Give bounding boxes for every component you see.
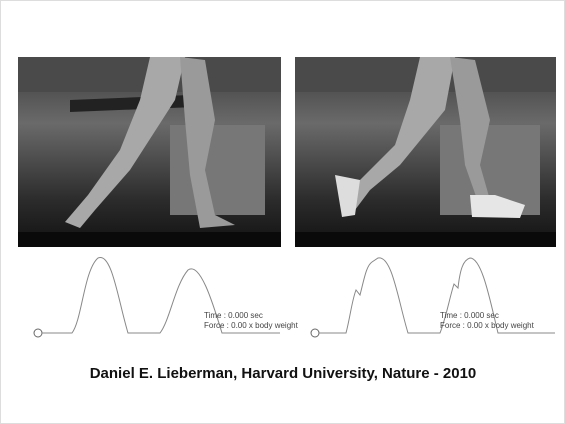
time-label: Time : 0.000 sec	[204, 311, 263, 320]
force-label: Force : 0.00 x body weight	[204, 321, 299, 330]
photo-shod	[295, 57, 556, 247]
force-curve-left: Time : 0.000 sec Force : 0.00 x body wei…	[33, 257, 299, 338]
force-curve-right: Time : 0.000 sec Force : 0.00 x body wei…	[310, 257, 555, 338]
photo-barefoot	[18, 57, 281, 247]
force-label: Force : 0.00 x body weight	[440, 321, 535, 330]
caption: Daniel E. Lieberman, Harvard University,…	[90, 365, 477, 382]
time-label: Time : 0.000 sec	[440, 311, 499, 320]
